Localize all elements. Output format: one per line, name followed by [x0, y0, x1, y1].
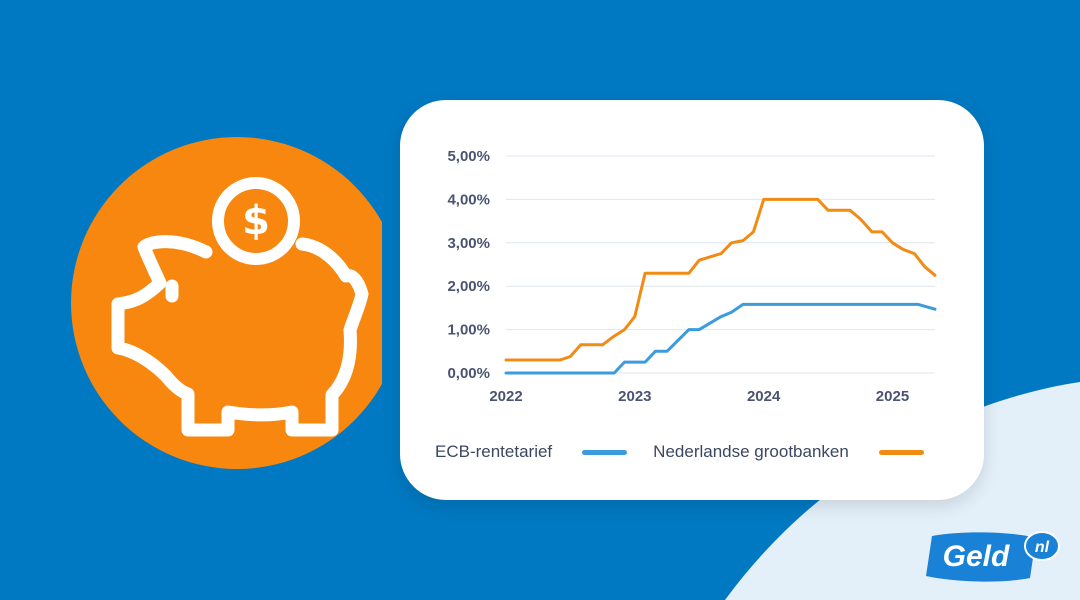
legend-swatch-banks: [878, 449, 924, 455]
geld-nl-logo: Geld nl: [926, 531, 1060, 582]
line-chart: 0,00%1,00%2,00%3,00%4,00%5,00% 2022 2023 2…: [447, 148, 937, 405]
x-axis-ticks: 2022 2023 2024 2025: [489, 388, 909, 405]
y-tick-label: 2,00%: [447, 278, 490, 295]
y-axis-ticks: 0,00% 1,00% 2,00% 3,00% 4,00% 5,00%: [447, 148, 490, 382]
y-tick-label: 4,00%: [447, 191, 490, 208]
chart-legend: ECB-rentetarief Nederlandse grootbanken: [435, 442, 924, 462]
dollar-coin-icon: $: [212, 177, 300, 265]
piggy-bank-circle: [71, 137, 382, 469]
legend-swatch-ecb: [582, 449, 628, 455]
piggy-bank-illustration: $: [0, 0, 382, 600]
x-tick-label: 2024: [747, 388, 781, 405]
x-tick-label: 2023: [618, 388, 651, 405]
piggy-bank-icon: [111, 235, 369, 437]
legend-label-banks: Nederlandse grootbanken: [653, 442, 849, 461]
legend-label-ecb: ECB-rentetarief: [435, 442, 553, 461]
y-tick-label: 1,00%: [447, 322, 490, 339]
grid-lines: [506, 155, 935, 374]
chart-card: 0,00% 1,00% 2,00% 3,00% 4,00% 5,00% 2022 2023 2…: [400, 100, 984, 500]
y-tick-label: 3,00%: [447, 235, 490, 252]
y-tick-label: 5,00%: [447, 148, 490, 165]
bank-rate-line: [504, 197, 937, 362]
series-lines: [504, 197, 937, 375]
x-tick-label: 2025: [876, 388, 909, 405]
y-tick-label: 0,00%: [447, 365, 490, 382]
ecb-rate-line: [504, 302, 937, 375]
logo-text: Geld: [943, 540, 1010, 573]
svg-text:$: $: [242, 198, 270, 244]
logo-suffix: nl: [1035, 539, 1050, 556]
x-tick-label: 2022: [489, 388, 522, 405]
